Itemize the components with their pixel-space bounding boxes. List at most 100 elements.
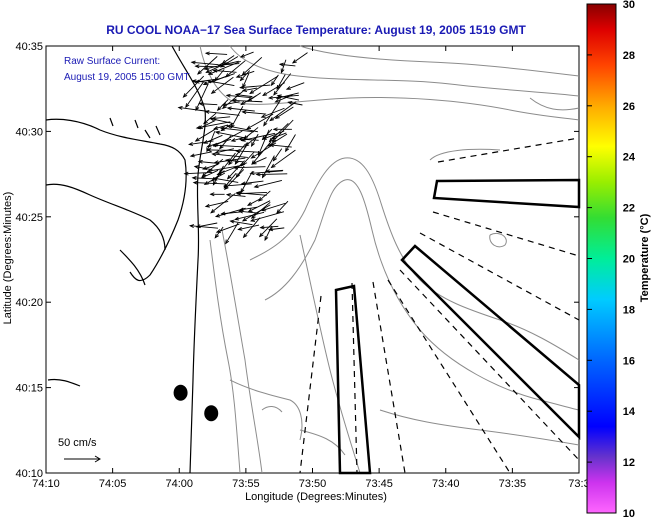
current-vector-head: [235, 74, 241, 78]
current-vector-head: [280, 68, 285, 74]
current-vector-head: [219, 63, 225, 68]
current-vector-head: [261, 173, 266, 179]
current-vector-head: [274, 114, 280, 120]
current-vector-head: [240, 161, 246, 167]
x-tick-label: 74:05: [99, 478, 127, 490]
current-vector-head: [241, 110, 247, 115]
colorbar-tick-label: 30: [623, 0, 635, 11]
current-vector-head: [285, 86, 291, 90]
current-vector: [269, 123, 289, 142]
current-vector-head: [285, 147, 290, 153]
current-vector: [242, 73, 250, 88]
current-vector: [230, 220, 253, 226]
current-vector-head: [270, 135, 276, 139]
current-vector-head: [247, 208, 253, 213]
current-vector: [212, 116, 231, 119]
current-vector-head: [239, 53, 245, 58]
current-vector: [235, 94, 253, 98]
current-vector-head: [273, 90, 278, 96]
current-vector-head: [287, 100, 293, 105]
current-vector: [286, 82, 305, 90]
current-vector-head: [228, 160, 233, 166]
current-vector: [254, 179, 283, 188]
current-vector: [184, 171, 213, 175]
current-vector: [225, 60, 246, 78]
current-vector-head: [226, 106, 232, 111]
current-vector: [242, 204, 271, 222]
current-vector-head: [209, 192, 215, 197]
x-axis-label: Longitude (Degrees:Minutes): [245, 491, 387, 503]
current-vector-head: [213, 126, 219, 130]
current-vector-head: [255, 172, 261, 177]
current-vector: [235, 165, 245, 178]
current-vector: [265, 169, 284, 172]
current-vector-head: [190, 60, 196, 65]
current-vector: [195, 127, 219, 142]
current-vector-head: [270, 163, 276, 169]
current-vector: [245, 136, 257, 147]
current-vector: [215, 131, 246, 139]
current-vector: [185, 81, 204, 108]
current-vector: [205, 52, 228, 55]
surface-current-vectors: [177, 51, 308, 245]
current-vector: [276, 200, 289, 214]
current-vector: [275, 106, 294, 119]
current-vector: [240, 70, 251, 81]
colorbar-tick-label: 22: [623, 203, 635, 215]
current-vector-head: [183, 171, 189, 176]
current-vector: [220, 127, 255, 133]
y-tick-label: 40:35: [15, 41, 43, 53]
current-vector: [191, 61, 219, 66]
current-vector-head: [204, 109, 210, 114]
current-vector: [281, 59, 287, 73]
current-vector-head: [216, 106, 222, 111]
plot-area: [45, 45, 580, 474]
x-tick-label: 73:50: [299, 478, 327, 490]
marker-1: [173, 384, 188, 401]
current-vector-head: [230, 138, 236, 142]
current-vector: [271, 149, 296, 168]
current-vector: [249, 75, 279, 94]
current-vector: [197, 56, 218, 75]
current-vector-head: [214, 150, 220, 154]
current-vector: [251, 141, 272, 165]
plume-outlines: [299, 137, 581, 475]
current-vector: [259, 218, 278, 237]
current-vector-head: [203, 140, 209, 144]
current-vector-head: [242, 233, 248, 239]
current-vector-head: [261, 135, 267, 141]
current-vector-head: [206, 143, 212, 148]
colorbar-ticks: 30 28 26 24 22 20 18 16 14 12 10: [587, 0, 636, 518]
colorbar-tick-label: 20: [623, 254, 635, 266]
current-vector-head: [205, 69, 211, 73]
current-vector: [246, 113, 274, 130]
current-vector-head: [210, 89, 216, 94]
current-vector-head: [197, 70, 202, 75]
current-vector: [190, 151, 213, 157]
marker-2: [204, 405, 219, 422]
current-vector: [212, 144, 247, 148]
current-vector: [250, 211, 285, 222]
current-vector-head: [193, 165, 199, 170]
current-vector: [220, 56, 239, 68]
current-vector: [222, 101, 240, 106]
current-vector-head: [194, 79, 200, 84]
current-vector-head: [240, 137, 246, 142]
current-vector: [198, 161, 220, 164]
current-vector: [206, 131, 216, 152]
current-vector-head: [212, 68, 218, 73]
current-vector: [292, 52, 308, 64]
x-axis-ticks: 74:10 74:05 74:00 73:55 73:50 73:45 73:40 73:35…: [32, 46, 590, 490]
current-vector-head: [240, 188, 245, 194]
current-vector-head: [195, 224, 201, 229]
colorbar-tick-label: 12: [623, 457, 635, 469]
current-vector: [213, 69, 237, 73]
current-vector-head: [264, 169, 270, 174]
scale-label: 50 cm/s: [58, 437, 97, 449]
x-tick-label: 73:3: [568, 478, 589, 490]
current-vector-head: [257, 151, 262, 157]
y-axis-ticks: 40:35 40:30 40:25 40:20 40:15 40:10: [15, 41, 579, 480]
current-vector: [262, 155, 275, 178]
current-vector: [212, 153, 248, 158]
